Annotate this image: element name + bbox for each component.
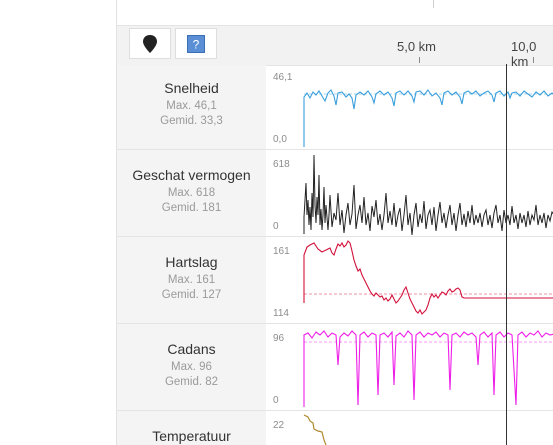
row-label-cadans[interactable]: Cadans Max. 96 Gemid. 82	[117, 341, 266, 388]
y-max-hartslag: 161	[273, 246, 290, 257]
km-label-10: 10,0 km	[511, 39, 537, 69]
metric-name: Snelheid	[164, 80, 219, 96]
km-label-5: 5,0 km	[397, 39, 437, 54]
y-max-snelheid: 46,1	[273, 72, 293, 83]
row-divider	[117, 149, 553, 150]
metric-max: Max. 96	[171, 361, 212, 373]
map-pin-icon	[143, 34, 157, 53]
metric-label-column	[117, 65, 266, 445]
metric-name: Geschat vermogen	[132, 167, 251, 183]
metric-max: Max. 618	[167, 187, 216, 199]
y-max-cadans: 96	[273, 333, 285, 344]
row-divider	[117, 410, 553, 411]
row-label-vermogen[interactable]: Geschat vermogen Max. 618 Gemid. 181	[117, 167, 266, 214]
series-vermogen	[303, 154, 553, 236]
km-tick-5	[419, 57, 420, 63]
metric-name: Hartslag	[165, 254, 218, 270]
metric-name: Cadans	[167, 341, 216, 357]
help-button[interactable]: ?	[175, 28, 217, 59]
metric-charts[interactable]	[266, 65, 553, 445]
series-temperatuur	[303, 414, 327, 445]
y-max-temperatuur: 22	[273, 420, 285, 431]
metric-max: Max. 161	[167, 274, 216, 286]
chart-toolbar: ? 5,0 km 10,0 km	[117, 25, 553, 69]
y-min-snelheid: 0,0	[273, 134, 287, 145]
activity-analysis-panel: ? 5,0 km 10,0 km Snelheid Max. 46,1 Gemi…	[116, 0, 553, 445]
metric-name: Temperatuur	[152, 428, 231, 444]
row-divider	[117, 323, 553, 324]
row-label-hartslag[interactable]: Hartslag Max. 161 Gemid. 127	[117, 254, 266, 301]
help-icon: ?	[187, 34, 205, 53]
series-cadans	[303, 330, 553, 407]
row-label-snelheid[interactable]: Snelheid Max. 46,1 Gemid. 33,3	[117, 80, 266, 127]
svg-text:?: ?	[193, 37, 200, 51]
y-max-vermogen: 618	[273, 159, 290, 170]
map-pin-button[interactable]	[129, 28, 171, 59]
metric-avg: Gemid. 127	[161, 289, 222, 301]
position-cursor-line[interactable]	[506, 64, 507, 445]
y-min-hartslag: 114	[273, 308, 289, 319]
km-tick-10	[533, 57, 534, 63]
top-scroll-tick	[433, 0, 434, 8]
metric-avg: Gemid. 82	[164, 376, 219, 388]
series-snelheid	[303, 89, 553, 147]
metric-max: Max. 46,1	[166, 100, 217, 112]
metric-avg: Gemid. 181	[161, 202, 222, 214]
row-divider	[117, 236, 553, 237]
y-min-cadans: 0	[273, 395, 279, 406]
series-hartslag	[303, 240, 553, 315]
y-min-vermogen: 0	[273, 221, 279, 232]
row-label-temperatuur[interactable]: Temperatuur	[117, 428, 266, 444]
metric-avg: Gemid. 33,3	[160, 115, 223, 127]
